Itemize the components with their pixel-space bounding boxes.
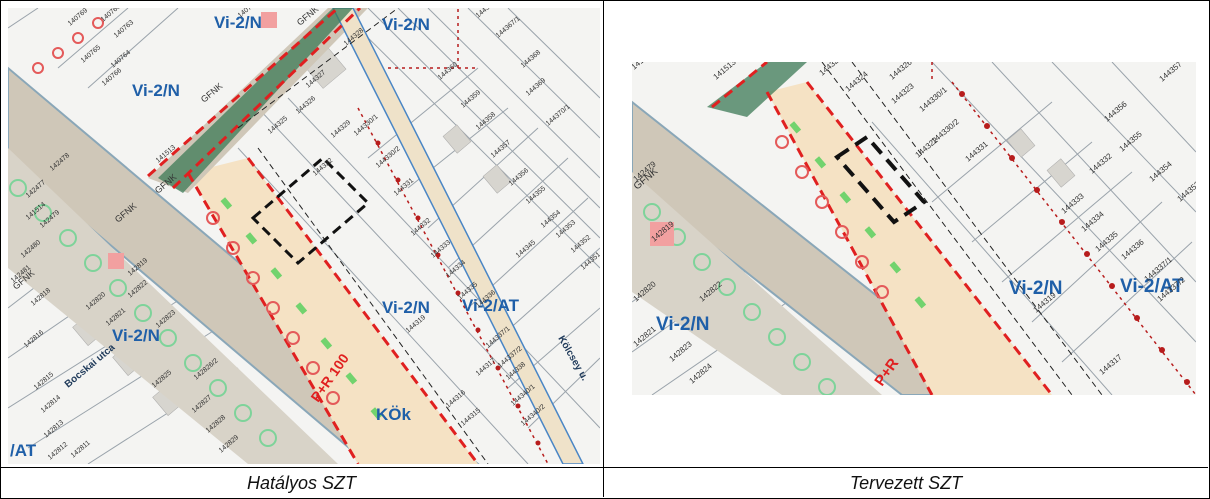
caption-divider	[0, 467, 1208, 468]
parcel-number: 140729	[237, 8, 259, 20]
zone-label: Vi-2/N	[132, 81, 180, 100]
zone-label: Vi-2/AT	[462, 296, 520, 315]
zone-label: Vi-2/AT	[1120, 276, 1184, 297]
map-planned-svg: Vi-2/N Vi-2/N Vi-2/AT GFNK P+R 141514141…	[632, 62, 1196, 395]
zone-label: Vi-2/N	[112, 326, 160, 345]
zone-label: Vi-2/N	[214, 13, 262, 32]
zone-label: Vi-2/N	[382, 15, 430, 34]
marker-square	[650, 222, 674, 246]
map-planned: Vi-2/N Vi-2/N Vi-2/AT GFNK P+R 141514141…	[632, 62, 1196, 395]
zone-label: Vi-2/N	[1009, 278, 1063, 299]
caption-planned: Tervezett SZT	[849, 473, 963, 493]
column-divider	[603, 0, 604, 497]
marker-square	[261, 12, 277, 28]
zone-label: KÖk	[376, 405, 412, 424]
caption-current: Hatályos SZT	[246, 473, 357, 493]
map-current: Vi-2/N Vi-2/N Vi-2/N Vi-2/N Vi-2/N Vi-2/…	[8, 8, 600, 464]
highlight-box	[833, 134, 928, 225]
zone-label: Vi-2/N	[656, 314, 710, 335]
zone-label: /AT	[10, 441, 37, 460]
marker-square	[108, 253, 124, 269]
zone-label: Vi-2/N	[382, 298, 430, 317]
map-current-svg: Vi-2/N Vi-2/N Vi-2/N Vi-2/N Vi-2/N Vi-2/…	[8, 8, 600, 464]
